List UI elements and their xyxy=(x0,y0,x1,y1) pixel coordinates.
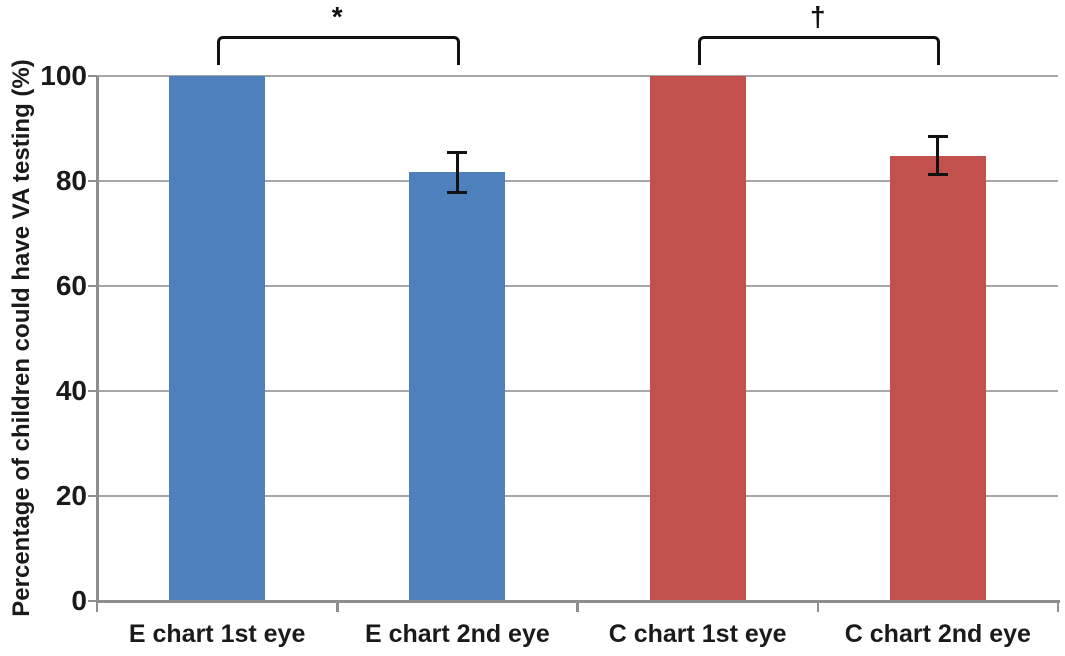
x-tick-label: E chart 1st eye xyxy=(128,620,306,648)
x-axis-line xyxy=(95,599,1060,603)
gridline xyxy=(97,390,1058,392)
y-tick-label: 100 xyxy=(40,60,87,91)
y-axis-tick xyxy=(88,74,97,78)
y-axis-title: Percentage of children could have VA tes… xyxy=(8,59,35,617)
y-tick-label: 0 xyxy=(71,585,87,616)
y-axis-tick xyxy=(88,179,97,183)
x-axis-tick xyxy=(576,602,579,612)
gridline xyxy=(97,285,1058,287)
x-tick-label: C chart 1st eye xyxy=(608,620,787,648)
y-tick-label: 60 xyxy=(55,270,87,301)
gridline xyxy=(97,180,1058,182)
bar xyxy=(889,155,986,601)
error-bar-cap xyxy=(447,191,468,195)
bar xyxy=(409,172,506,601)
bar xyxy=(649,76,746,601)
error-bar-cap xyxy=(927,134,948,138)
error-bar-cap xyxy=(447,150,468,154)
error-bar-line xyxy=(455,152,459,193)
y-axis-tick xyxy=(88,389,97,393)
x-axis-tick xyxy=(95,602,99,612)
x-axis-tick xyxy=(816,602,819,612)
bar xyxy=(169,76,266,601)
x-tick-label: C chart 2nd eye xyxy=(844,620,1031,648)
y-axis-tick xyxy=(88,494,97,498)
gridline xyxy=(97,75,1058,77)
significance-symbol: † xyxy=(809,1,826,32)
x-axis-tick xyxy=(1056,602,1060,612)
gridline xyxy=(97,495,1058,497)
y-tick-label: 20 xyxy=(55,480,87,511)
error-bar-cap xyxy=(927,173,948,177)
significance-bracket xyxy=(217,36,460,65)
y-axis-line xyxy=(95,76,99,603)
x-axis-tick xyxy=(336,602,339,612)
y-tick-label: 80 xyxy=(55,165,87,196)
y-tick-label: 40 xyxy=(55,375,87,406)
y-axis-tick xyxy=(88,284,97,288)
y-axis-tick xyxy=(88,599,97,603)
significance-bracket xyxy=(697,36,941,65)
error-bar-line xyxy=(936,136,940,175)
significance-symbol: * xyxy=(331,1,343,32)
x-tick-label: E chart 2nd eye xyxy=(364,620,550,648)
